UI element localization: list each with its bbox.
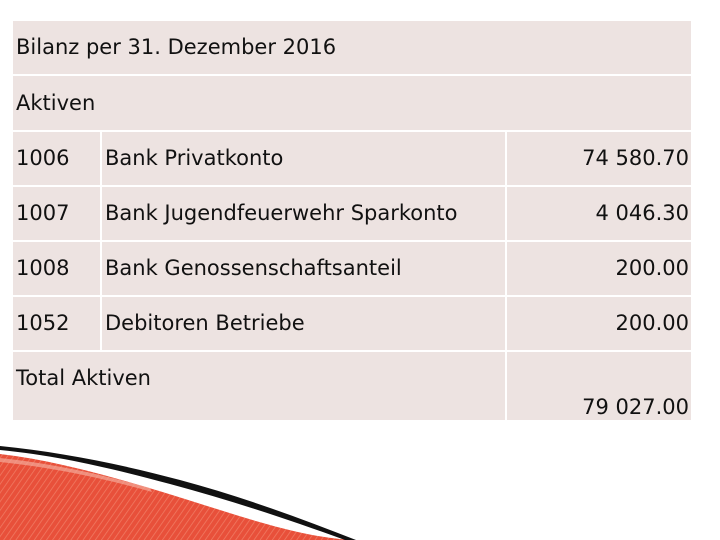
table-row: 1052 Debitoren Betriebe 200.00 (13, 296, 692, 352)
account-amount: 74 580.70 (506, 131, 692, 187)
section-row: Aktiven (13, 75, 692, 132)
table-title: Bilanz per 31. Dezember 2016 (13, 21, 692, 76)
account-name: Bank Privatkonto (101, 131, 507, 187)
table-row: 1008 Bank Genossenschaftsanteil 200.00 (13, 241, 692, 297)
account-name: Debitoren Betriebe (101, 296, 507, 352)
table-row: 1007 Bank Jugendfeuerwehr Sparkonto 4 04… (13, 186, 692, 242)
balance-table: Bilanz per 31. Dezember 2016 Aktiven 100… (13, 21, 692, 420)
swoosh-dark (0, 446, 356, 540)
account-number: 1007 (13, 186, 102, 242)
account-number: 1052 (13, 296, 102, 352)
account-number: 1006 (13, 131, 102, 187)
table-row: 1006 Bank Privatkonto 74 580.70 (13, 131, 692, 187)
account-name: Bank Genossenschaftsanteil (101, 241, 507, 297)
account-amount: 200.00 (506, 241, 692, 297)
swoosh-highlight (0, 458, 152, 492)
account-number: 1008 (13, 241, 102, 297)
total-label: Total Aktiven (13, 351, 507, 420)
account-name: Bank Jugendfeuerwehr Sparkonto (101, 186, 507, 242)
section-heading: Aktiven (13, 75, 692, 132)
total-row: Total Aktiven 79 027.00 (13, 351, 692, 420)
title-row: Bilanz per 31. Dezember 2016 (13, 21, 692, 76)
account-amount: 4 046.30 (506, 186, 692, 242)
total-amount: 79 027.00 (506, 351, 692, 420)
account-amount: 200.00 (506, 296, 692, 352)
decorative-swoosh (0, 446, 360, 540)
